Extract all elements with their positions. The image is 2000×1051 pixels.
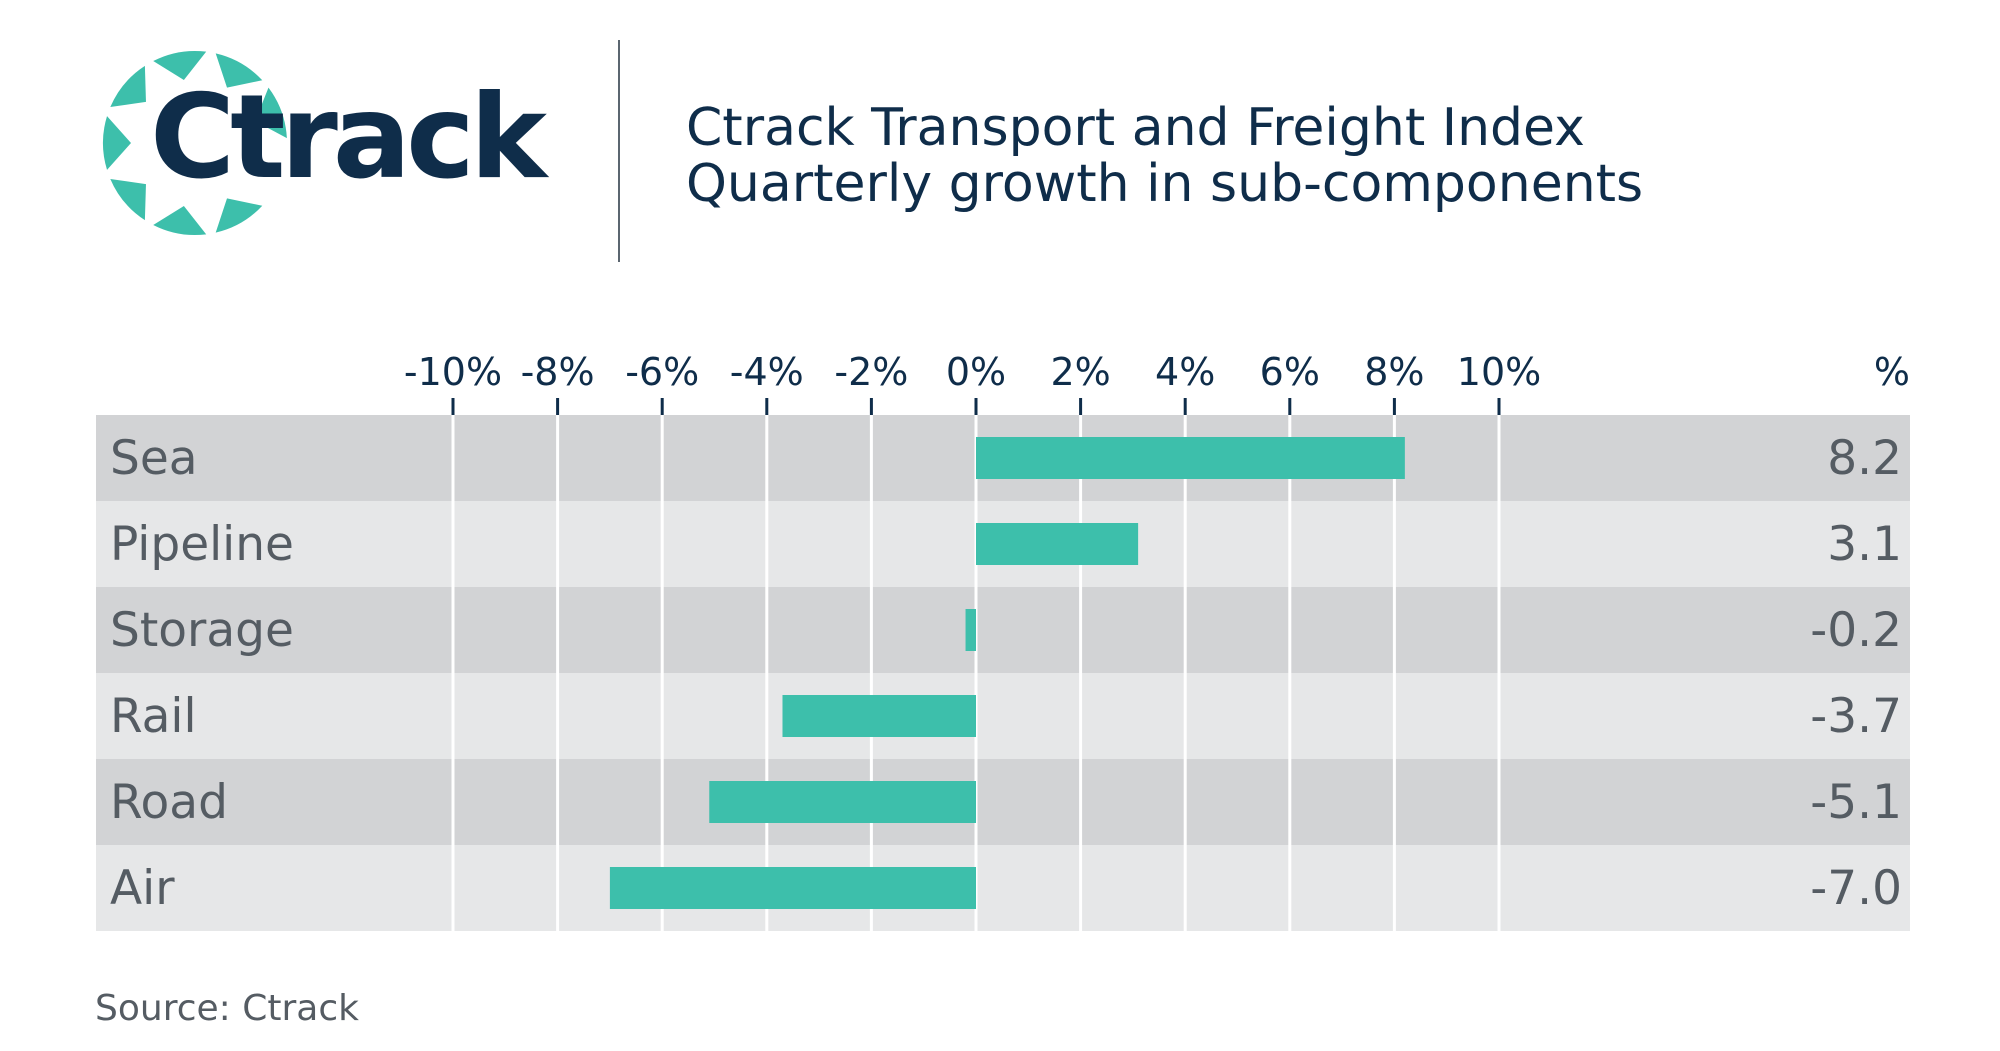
- axis-tick-label: 4%: [1155, 350, 1215, 394]
- value-column-header: %: [1874, 350, 1910, 394]
- category-label: Road: [110, 775, 228, 830]
- axis-tick-label: -2%: [834, 350, 908, 394]
- axis-tick-label: -4%: [730, 350, 804, 394]
- logo-ring-segment: [110, 178, 146, 221]
- axis-tick-label: 10%: [1457, 350, 1541, 394]
- row-background: [96, 845, 1910, 931]
- value-label: 3.1: [1827, 517, 1902, 572]
- axis-tick-label: 6%: [1260, 350, 1320, 394]
- value-label: -7.0: [1810, 861, 1902, 916]
- logo-ring-segment: [103, 116, 131, 170]
- logo-ring-segment: [255, 87, 287, 139]
- axis-tick-label: 8%: [1364, 350, 1424, 394]
- bar-sea: [976, 437, 1405, 479]
- logo-ring-segment: [153, 206, 207, 235]
- value-label: -3.7: [1810, 689, 1902, 744]
- source-note: Source: Ctrack: [95, 988, 359, 1029]
- row-background: [96, 587, 1910, 673]
- chart-title-line-1: Ctrack Transport and Freight Index: [686, 98, 1585, 158]
- ctrack-logo-icon: [103, 51, 287, 235]
- value-label: 8.2: [1827, 431, 1902, 486]
- bar-air: [609, 867, 976, 909]
- axis-tick-label: -8%: [521, 350, 595, 394]
- row-background: [96, 673, 1910, 759]
- bar-rail: [782, 695, 976, 737]
- logo-ring-segment: [110, 65, 146, 108]
- bar-road: [709, 781, 976, 823]
- axis-tick-label: 0%: [946, 350, 1006, 394]
- chart-title: Ctrack Transport and Freight Index Quart…: [686, 100, 1643, 212]
- value-label: -0.2: [1810, 603, 1902, 658]
- category-label: Air: [110, 861, 175, 916]
- category-label: Storage: [110, 603, 294, 658]
- category-label: Pipeline: [110, 517, 294, 572]
- axis-tick-label: -10%: [404, 350, 502, 394]
- row-background: [96, 759, 1910, 845]
- header-divider: [618, 40, 620, 262]
- logo-ring-segment: [153, 51, 207, 80]
- logo-ring-segment: [215, 53, 263, 88]
- value-label: -5.1: [1810, 775, 1902, 830]
- category-label: Rail: [110, 689, 197, 744]
- bar-storage: [965, 609, 976, 651]
- axis-tick-label: 2%: [1050, 350, 1110, 394]
- logo-ring-segment: [215, 198, 263, 233]
- axis-tick-label: -6%: [625, 350, 699, 394]
- bar-pipeline: [976, 523, 1139, 565]
- category-label: Sea: [110, 431, 198, 486]
- chart-title-line-2: Quarterly growth in sub-components: [686, 154, 1644, 214]
- logo-text: Ctrack: [150, 70, 547, 205]
